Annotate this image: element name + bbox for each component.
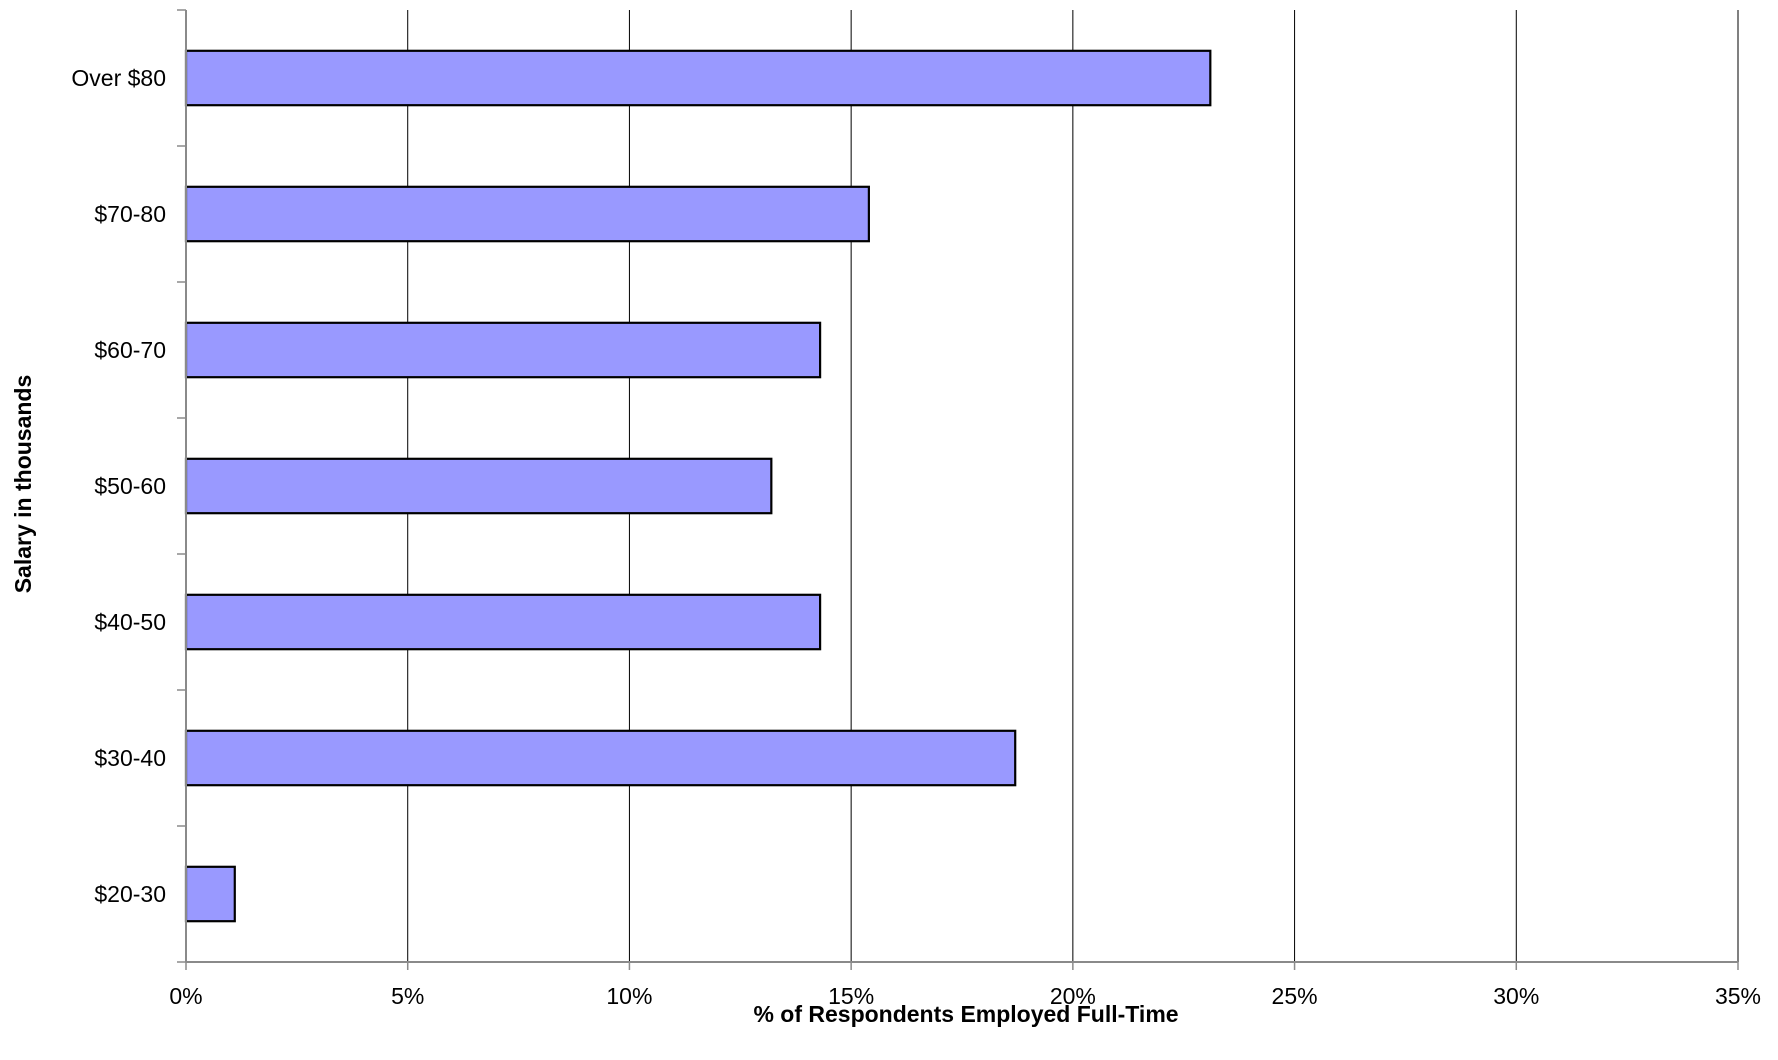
x-tick-label-2: 10% xyxy=(606,983,652,1009)
x-tick-label-5: 25% xyxy=(1272,983,1318,1009)
y-tick-label-2: $40-50 xyxy=(94,609,166,635)
x-tick-label-6: 30% xyxy=(1493,983,1539,1009)
x-tick-label-1: 5% xyxy=(391,983,424,1009)
y-tick-label-0: $20-30 xyxy=(94,881,166,907)
y-tick-label-4: $60-70 xyxy=(94,337,166,363)
bars-layer xyxy=(184,49,1212,923)
y-tick-label-5: $70-80 xyxy=(94,201,166,227)
y-tick-label-1: $30-40 xyxy=(94,745,166,771)
x-tick-label-4: 20% xyxy=(1050,983,1096,1009)
grid-layer xyxy=(407,10,1739,962)
axes-layer xyxy=(177,9,1739,970)
x-tick-label-0: 0% xyxy=(169,983,202,1009)
bar-0 xyxy=(184,865,236,923)
y-tick-label-3: $50-60 xyxy=(94,473,166,499)
y-axis-title: Salary in thousands xyxy=(10,375,36,594)
bar-6 xyxy=(184,49,1212,107)
bar-2 xyxy=(184,593,822,651)
labels-layer: $20-30 $30-40 $40-50 $50-60 $60-70 $70-80 Over… xyxy=(71,65,1761,1009)
bar-3 xyxy=(184,457,773,515)
x-tick-label-3: 15% xyxy=(828,983,874,1009)
x-axis-title: % of Respondents Employed Full-Time xyxy=(753,1001,1178,1027)
bar-1 xyxy=(184,729,1017,787)
x-tick-label-7: 35% xyxy=(1715,983,1761,1009)
bar-5 xyxy=(184,185,870,243)
y-tick-label-6: Over $80 xyxy=(71,65,166,91)
bar-4 xyxy=(184,321,822,379)
